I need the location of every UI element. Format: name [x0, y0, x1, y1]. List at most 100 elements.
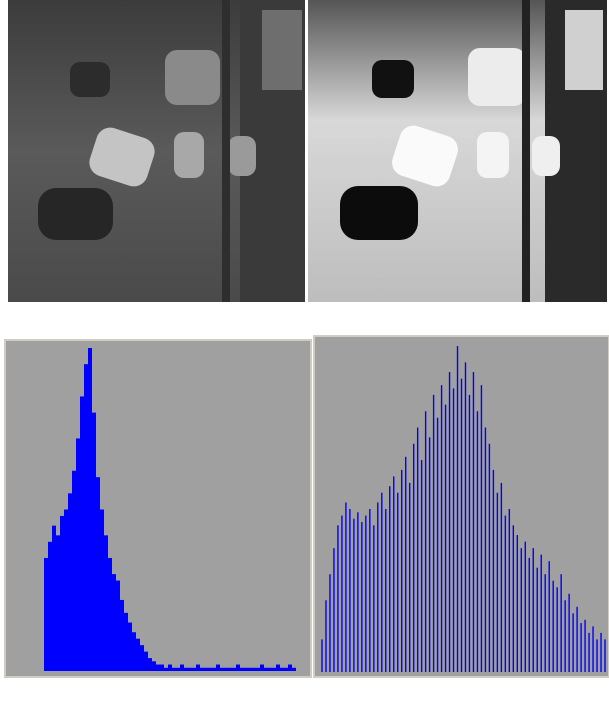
histogram-bar — [513, 525, 514, 672]
histogram-bar — [236, 665, 240, 671]
histogram-bar — [208, 668, 212, 671]
histogram-bar — [52, 526, 56, 671]
histogram-bar — [413, 444, 414, 672]
histogram-bar — [284, 668, 288, 671]
histogram-bar — [325, 600, 326, 672]
page: {"chart_data": [ {"type": "bar", "color"… — [0, 0, 609, 707]
histogram-bar — [168, 665, 172, 671]
histogram-bar — [228, 668, 232, 671]
histogram-bar — [429, 437, 430, 672]
histogram-bar — [68, 493, 72, 671]
histogram-bar — [176, 668, 180, 671]
histogram-bar — [56, 535, 60, 671]
histogram-bar — [365, 516, 366, 672]
histogram-bar — [341, 516, 342, 672]
histogram-bar — [477, 411, 478, 672]
histogram-bar — [361, 522, 362, 672]
histogram-bar — [156, 665, 160, 671]
histogram-bar — [568, 594, 569, 672]
histogram-bar — [481, 385, 482, 672]
histogram-bar — [216, 665, 220, 671]
histogram-bar — [188, 668, 192, 671]
histogram-bar — [120, 600, 124, 671]
histogram-bar — [256, 668, 260, 671]
histogram-bar — [140, 645, 144, 671]
histogram-bar — [184, 668, 188, 671]
histogram-bar — [505, 516, 506, 672]
histogram-bar — [60, 516, 64, 671]
histogram-bar — [457, 346, 458, 672]
histogram-bar — [473, 372, 474, 672]
histogram-bar — [369, 509, 370, 672]
histogram-bar — [180, 665, 184, 671]
histogram-bar — [401, 470, 402, 672]
histogram-bar — [252, 668, 256, 671]
histogram-bar — [84, 364, 88, 671]
histogram-bar — [204, 668, 208, 671]
histogram-bar — [437, 418, 438, 672]
histogram-bar — [164, 668, 168, 671]
histogram-bar — [48, 542, 52, 671]
histogram-bar — [144, 652, 148, 671]
histogram-bar — [212, 668, 216, 671]
histogram-bar — [409, 483, 410, 672]
histogram-bar — [112, 574, 116, 671]
histogram-bar — [108, 558, 112, 671]
histogram-bar — [192, 668, 196, 671]
histogram-bar — [549, 561, 550, 672]
histogram-bar — [517, 535, 518, 672]
histogram-bar — [389, 486, 390, 672]
original-photo — [8, 0, 305, 302]
histogram-bar — [533, 548, 534, 672]
histogram-bar — [405, 457, 406, 672]
histogram-bar — [128, 623, 132, 671]
histogram-bar — [373, 525, 374, 672]
histogram-bar — [220, 668, 224, 671]
histogram-bar — [489, 444, 490, 672]
histogram-bar — [260, 665, 264, 671]
histogram-bar — [560, 574, 561, 672]
histogram-bar — [288, 665, 292, 671]
histogram-bar — [572, 613, 573, 672]
histogram-bar — [397, 493, 398, 672]
histogram-bar — [200, 668, 204, 671]
histogram-bar — [244, 668, 248, 671]
histogram-bar — [556, 587, 557, 672]
histogram-bar — [604, 639, 605, 672]
histogram-bar — [357, 512, 358, 672]
histogram-bar — [580, 623, 581, 672]
histogram-bar — [248, 668, 252, 671]
histogram-bar — [469, 395, 470, 672]
histogram-bar — [100, 510, 104, 672]
histogram-bar — [564, 600, 565, 672]
histogram-bar — [272, 668, 276, 671]
histogram-bar — [44, 558, 48, 671]
histogram-bar — [393, 476, 394, 672]
histogram-bar — [116, 581, 120, 671]
histogram-bar — [425, 411, 426, 672]
histogram-bar — [172, 668, 176, 671]
histogram-bar — [381, 493, 382, 672]
histogram-bar — [501, 483, 502, 672]
histogram-bar — [132, 632, 136, 671]
histogram-bar — [417, 428, 418, 673]
histogram-bar — [72, 471, 76, 671]
histogram-bar — [465, 362, 466, 672]
histogram-bar — [64, 510, 68, 672]
histogram-bar — [441, 385, 442, 672]
histogram-bar — [268, 668, 272, 671]
histogram-bar — [525, 542, 526, 672]
histogram-bar — [152, 661, 156, 671]
histogram-bar — [433, 395, 434, 672]
histogram-bar — [493, 470, 494, 672]
equalized-photo — [308, 0, 607, 302]
histogram-bar — [92, 413, 96, 671]
histogram-bar — [588, 633, 589, 672]
histogram-bar — [337, 525, 338, 672]
histogram-bar — [485, 428, 486, 673]
histogram-bar — [497, 493, 498, 672]
histogram-bar — [421, 460, 422, 672]
histogram-bar — [541, 555, 542, 672]
histogram-bar — [160, 665, 164, 671]
histogram-bar — [232, 668, 236, 671]
